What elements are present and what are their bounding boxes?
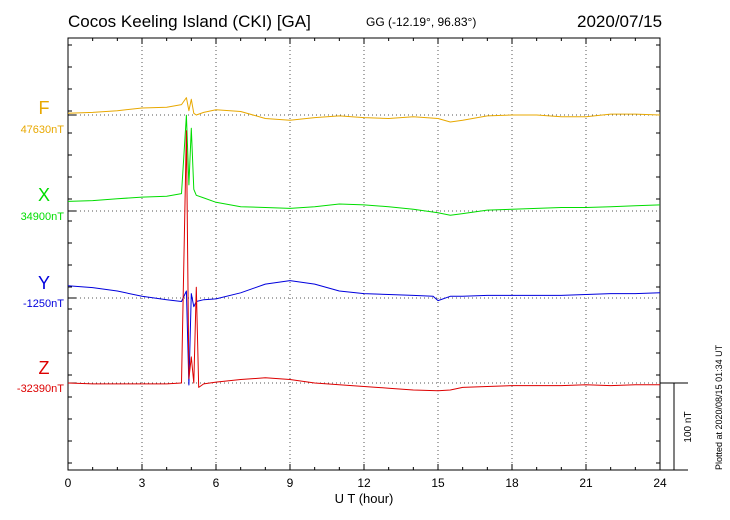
panel-label-x: X	[37, 185, 50, 205]
x-tick-label: 15	[431, 476, 445, 490]
trace-z	[67, 130, 660, 392]
scale-bar	[660, 382, 688, 471]
x-tick-label: 24	[653, 476, 667, 490]
traces	[67, 97, 661, 392]
panel-label-y: Y	[37, 273, 50, 293]
x-tick-label: 18	[505, 476, 519, 490]
x-tick-label: 0	[65, 476, 72, 490]
x-tick-label: 21	[579, 476, 593, 490]
chart-date: 2020/07/15	[577, 12, 663, 31]
x-tick-label: 9	[287, 476, 294, 490]
grid-lines	[68, 38, 660, 470]
panel-baseline-x: 34900nT	[20, 211, 64, 223]
x-tick-label: 12	[357, 476, 371, 490]
panel-baseline-f: 47630nT	[20, 124, 64, 136]
x-axis-label: U T (hour)	[335, 491, 394, 506]
x-tick-label: 3	[139, 476, 146, 490]
axis-ticks	[67, 38, 661, 470]
scale-bar-label: 100 nT	[683, 411, 694, 442]
station-title: Cocos Keeling Island (CKI) [GA]	[68, 12, 311, 31]
panel-baseline-z: -32390nT	[16, 383, 64, 395]
x-tick-label: 6	[213, 476, 220, 490]
station-coordinates: GG (-12.19°, 96.83°)	[366, 15, 477, 29]
panel-baseline-y: -1250nT	[23, 298, 64, 310]
x-tick-labels: 0 3 6 9 12 15 18 21 24	[65, 476, 667, 490]
plotted-timestamp: Plotted at 2020/08/15 01:34 UT	[714, 344, 724, 470]
panel-label-z: Z	[38, 358, 50, 378]
panel-label-f: F	[38, 98, 50, 118]
trace-f	[67, 97, 661, 123]
trace-y	[67, 280, 661, 386]
trace-x	[67, 114, 661, 216]
